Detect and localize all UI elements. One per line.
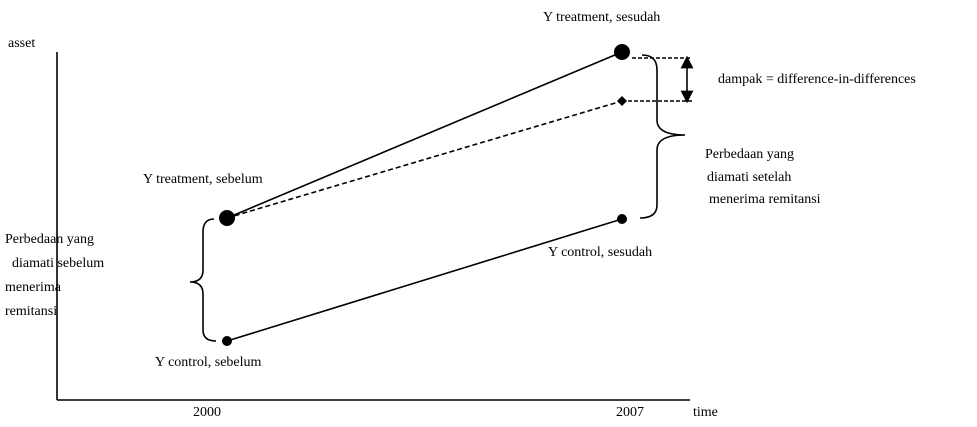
x-tick-label: 2000	[193, 405, 221, 420]
point-label: Y control, sesudah	[548, 245, 652, 260]
control-line	[226, 218, 623, 342]
after-text: Perbedaan yang	[705, 147, 794, 162]
before-text: menerima	[5, 280, 62, 295]
before-text: remitansi	[5, 304, 57, 319]
before-text: Perbedaan yang	[5, 232, 94, 247]
y-axis-label: asset	[8, 36, 35, 51]
treatment-line	[226, 51, 623, 219]
before-text: diamati sebelum	[12, 256, 104, 271]
after-text: diamati setelah	[707, 170, 791, 185]
x-axis-label: time	[693, 405, 718, 420]
after-bracket	[639, 54, 686, 219]
point	[614, 44, 630, 60]
point-label: Y treatment, sebelum	[143, 172, 263, 187]
point	[219, 210, 235, 226]
x-tick-label: 2007	[616, 405, 644, 420]
counterfactual-point	[617, 96, 627, 106]
before-bracket	[189, 218, 217, 342]
point-label: Y control, sebelum	[155, 355, 262, 370]
point-label: Y treatment, sesudah	[543, 10, 660, 25]
counterfactual-line	[226, 100, 623, 219]
point	[222, 336, 232, 346]
impact-label: dampak = difference-in-differences	[718, 72, 916, 87]
point	[617, 214, 627, 224]
after-text: menerima remitansi	[709, 192, 821, 207]
